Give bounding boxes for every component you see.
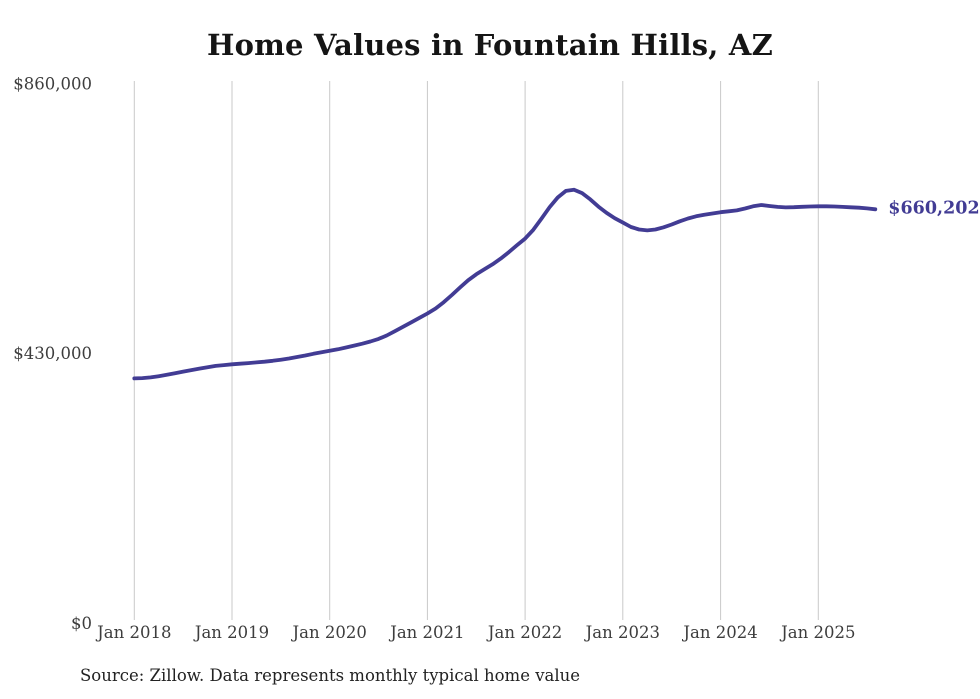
value-line — [132, 187, 878, 381]
value-line-layer — [132, 187, 878, 381]
y-tick-label: $430,000 — [13, 344, 92, 363]
x-tick-label: Jan 2023 — [584, 623, 660, 642]
chart-title: Home Values in Fountain Hills, AZ — [207, 28, 773, 62]
source-note: Source: Zillow. Data represents monthly … — [80, 666, 581, 685]
x-tick-label: Jan 2025 — [779, 623, 855, 642]
x-axis-labels: Jan 2018 Jan 2019 Jan 2020 Jan 2021 Jan 2022… — [95, 623, 855, 642]
y-tick-label: $860,000 — [13, 75, 92, 94]
x-tick-label: Jan 2022 — [486, 623, 562, 642]
x-tick-label: Jan 2019 — [193, 623, 269, 642]
x-tick-label: Jan 2018 — [95, 623, 171, 642]
current-value-label: $660,202 — [888, 198, 979, 218]
x-tick-label: Jan 2021 — [388, 623, 464, 642]
y-axis-labels: $0 $430,000 $860,000 — [13, 75, 92, 633]
x-tick-label: Jan 2020 — [291, 623, 367, 642]
y-tick-label: $0 — [71, 614, 92, 633]
x-tick-label: Jan 2024 — [681, 623, 757, 642]
gridline-layer — [133, 81, 819, 620]
current-value-label-layer: $660,202 — [888, 198, 979, 218]
